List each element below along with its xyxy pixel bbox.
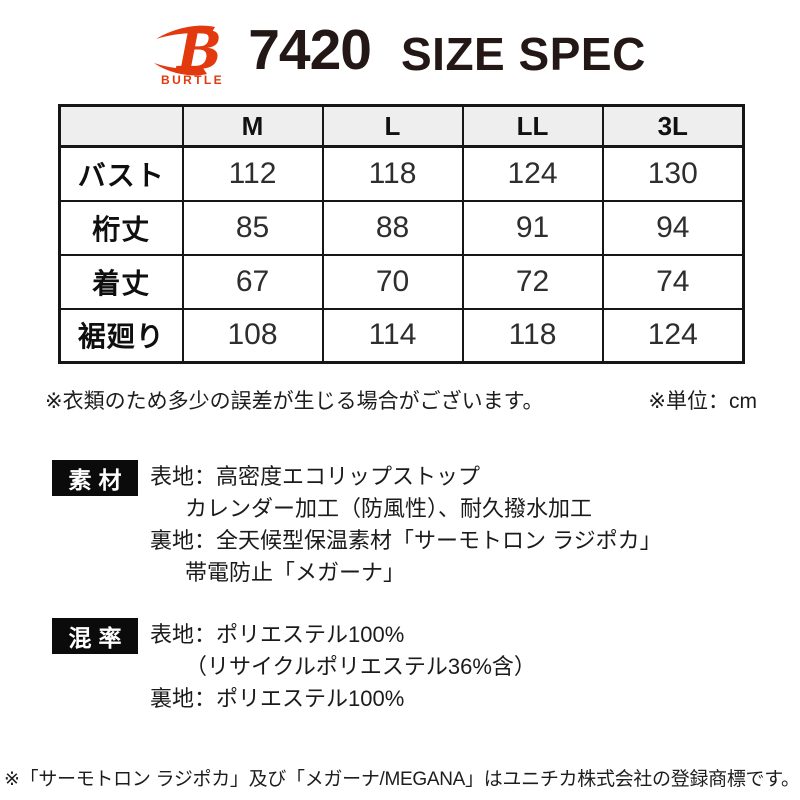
table-cell: 114 [321, 307, 464, 364]
size-spec-table: M L LL 3L バスト 112 118 124 130 桁丈 85 88 9… [58, 104, 745, 364]
table-notes: ※衣類のため多少の誤差が生じる場合がございます。 ※単位：cm [45, 385, 757, 415]
product-code: 7420 [248, 18, 372, 82]
table-cell: 70 [321, 253, 464, 310]
page-title: SIZE SPEC [401, 28, 646, 80]
burtle-logo-icon: B BURTLE [154, 22, 224, 86]
blend-ratio-section: 混率 表地：ポリエステル100% （リサイクルポリエステル36%含） 裏地：ポリ… [52, 618, 800, 715]
table-row-sleeve-length: 桁丈 85 88 91 94 [58, 199, 745, 256]
material-line: 帯電防止「メガーナ」 [185, 560, 406, 585]
table-cell: 124 [461, 145, 604, 202]
corner-cell [58, 104, 184, 148]
trademark-note: ※「サーモトロン ラジポカ」及び「メガーナ/MEGANA」はユニチカ株式会社の登… [4, 769, 800, 790]
table-cell: 118 [321, 145, 464, 202]
table-cell: 118 [461, 307, 604, 364]
table-cell: 112 [181, 145, 324, 202]
table-header-row: M L LL 3L [58, 104, 745, 148]
table-cell: 72 [461, 253, 604, 310]
material-label: 素材 [52, 460, 138, 496]
column-header-3l: 3L [601, 104, 745, 148]
tolerance-note: ※衣類のため多少の誤差が生じる場合がございます。 [45, 390, 544, 413]
table-cell: 91 [461, 199, 604, 256]
table-cell: 108 [181, 307, 324, 364]
column-header-l: L [321, 104, 464, 148]
column-header-m: M [181, 104, 324, 148]
table-cell: 88 [321, 199, 464, 256]
unit-note: ※単位：cm [648, 390, 757, 413]
material-line: カレンダー加工（防風性）、耐久撥水加工 [185, 496, 593, 521]
blend-ratio-lines: 表地：ポリエステル100% （リサイクルポリエステル36%含） 裏地：ポリエステ… [150, 619, 536, 715]
material-line: 表地：高密度エコリップストップ [150, 464, 481, 489]
svg-text:B: B [175, 22, 222, 82]
row-label: バスト [58, 145, 184, 202]
header: B BURTLE 7420 SIZE SPEC [0, 0, 800, 86]
row-label: 着丈 [58, 253, 184, 310]
svg-text:BURTLE: BURTLE [161, 73, 224, 86]
column-header-ll: LL [461, 104, 604, 148]
blend-line: （リサイクルポリエステル36%含） [185, 654, 536, 679]
table-row-bust: バスト 112 118 124 130 [58, 145, 745, 202]
blend-ratio-label: 混率 [52, 618, 138, 654]
table-row-body-length: 着丈 67 70 72 74 [58, 253, 745, 310]
blend-line: 表地：ポリエステル100% [150, 622, 405, 647]
spec-sections: 素材 表地：高密度エコリップストップ カレンダー加工（防風性）、耐久撥水加工 裏… [52, 460, 800, 715]
blend-line: 裏地：ポリエステル100% [150, 686, 405, 711]
material-section: 素材 表地：高密度エコリップストップ カレンダー加工（防風性）、耐久撥水加工 裏… [52, 460, 800, 589]
table-cell: 124 [601, 307, 745, 364]
table-cell: 85 [181, 199, 324, 256]
row-label: 桁丈 [58, 199, 184, 256]
table-cell: 130 [601, 145, 745, 202]
row-label: 裾廻り [58, 307, 184, 364]
material-lines: 表地：高密度エコリップストップ カレンダー加工（防風性）、耐久撥水加工 裏地：全… [150, 461, 662, 589]
material-line: 裏地：全天候型保温素材「サーモトロン ラジポカ」 [150, 528, 662, 553]
table-row-hem: 裾廻り 108 114 118 124 [58, 307, 745, 364]
table-cell: 67 [181, 253, 324, 310]
table-cell: 94 [601, 199, 745, 256]
table-cell: 74 [601, 253, 745, 310]
